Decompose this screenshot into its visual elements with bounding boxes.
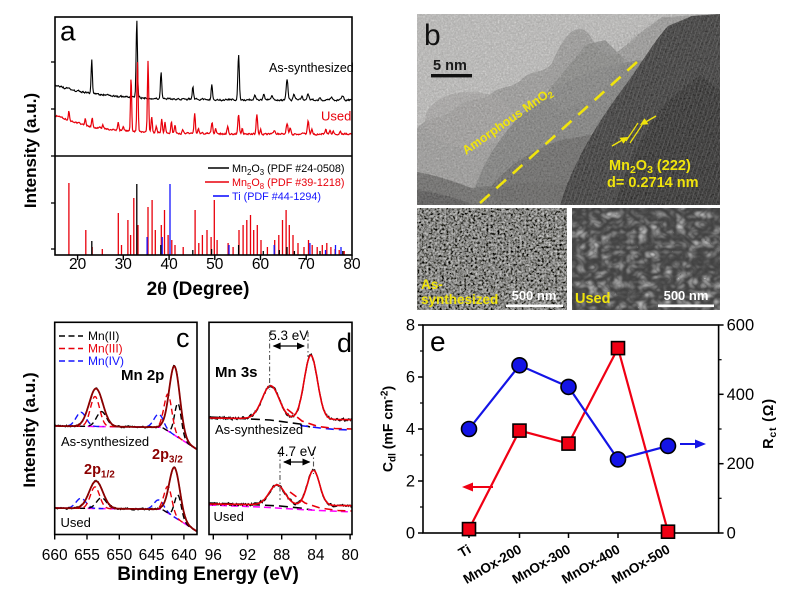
svg-text:a: a xyxy=(60,16,76,47)
svg-text:Binding Energy (eV): Binding Energy (eV) xyxy=(117,564,299,585)
svg-text:Cdl (mF cm-2): Cdl (mF cm-2) xyxy=(380,386,399,472)
svg-text:20: 20 xyxy=(69,256,87,273)
svg-text:Ti (PDF #44-1294): Ti (PDF #44-1294) xyxy=(232,191,321,203)
svg-text:As-synthesized: As-synthesized xyxy=(61,434,149,449)
svg-text:d: d xyxy=(337,328,352,358)
svg-text:96: 96 xyxy=(205,547,222,564)
svg-text:Mn 3s: Mn 3s xyxy=(215,364,258,381)
svg-text:synthesized: synthesized xyxy=(421,292,498,307)
svg-text:30: 30 xyxy=(115,256,133,273)
svg-text:92: 92 xyxy=(239,547,256,564)
svg-text:88: 88 xyxy=(273,547,290,564)
svg-text:Used: Used xyxy=(575,291,610,307)
svg-text:600: 600 xyxy=(727,317,755,335)
svg-text:40: 40 xyxy=(160,256,178,273)
svg-text:Used: Used xyxy=(61,515,91,530)
svg-text:660: 660 xyxy=(42,547,68,564)
svg-text:640: 640 xyxy=(171,547,197,564)
svg-text:500 nm: 500 nm xyxy=(512,288,557,303)
svg-text:Mn(IV): Mn(IV) xyxy=(88,354,124,368)
svg-text:80: 80 xyxy=(343,256,361,273)
svg-text:c: c xyxy=(176,323,190,353)
svg-text:Mn 2p: Mn 2p xyxy=(121,367,164,384)
svg-text:Intensity (a.u.): Intensity (a.u.) xyxy=(20,372,39,487)
svg-text:500 nm: 500 nm xyxy=(664,288,709,303)
svg-text:2: 2 xyxy=(406,473,415,491)
svg-text:Mn2O3 (222): Mn2O3 (222) xyxy=(609,158,691,176)
svg-text:200: 200 xyxy=(727,455,755,473)
svg-text:80: 80 xyxy=(341,547,359,564)
svg-text:645: 645 xyxy=(139,547,165,564)
svg-text:Rct (Ω): Rct (Ω) xyxy=(761,398,779,449)
svg-text:Used: Used xyxy=(321,109,351,124)
svg-text:4: 4 xyxy=(406,421,415,439)
svg-text:Mn(II): Mn(II) xyxy=(88,329,119,343)
svg-text:As-synthesized: As-synthesized xyxy=(215,422,303,437)
svg-text:Used: Used xyxy=(214,509,244,524)
svg-text:400: 400 xyxy=(727,386,755,404)
svg-text:As-synthesized: As-synthesized xyxy=(269,61,354,75)
svg-text:70: 70 xyxy=(298,256,316,273)
svg-text:5.3 eV: 5.3 eV xyxy=(269,328,308,343)
svg-text:60: 60 xyxy=(252,256,270,273)
svg-text:650: 650 xyxy=(106,547,132,564)
svg-text:5 nm: 5 nm xyxy=(433,58,467,74)
svg-text:e: e xyxy=(430,326,446,357)
svg-text:2θ (Degree): 2θ (Degree) xyxy=(147,279,250,300)
svg-text:b: b xyxy=(424,19,441,52)
svg-text:655: 655 xyxy=(74,547,100,564)
svg-text:8: 8 xyxy=(406,317,415,335)
svg-text:0: 0 xyxy=(406,525,415,543)
svg-text:50: 50 xyxy=(206,256,224,273)
svg-text:As-: As- xyxy=(421,277,443,292)
svg-text:84: 84 xyxy=(307,547,325,564)
svg-text:6: 6 xyxy=(406,369,415,387)
svg-text:Mn(III): Mn(III) xyxy=(88,342,123,356)
svg-text:0: 0 xyxy=(727,525,736,543)
svg-text:Intensity (a.u.): Intensity (a.u.) xyxy=(21,93,40,208)
svg-text:d= 0.2714 nm: d= 0.2714 nm xyxy=(607,175,698,191)
svg-text:4.7 eV: 4.7 eV xyxy=(277,444,316,459)
